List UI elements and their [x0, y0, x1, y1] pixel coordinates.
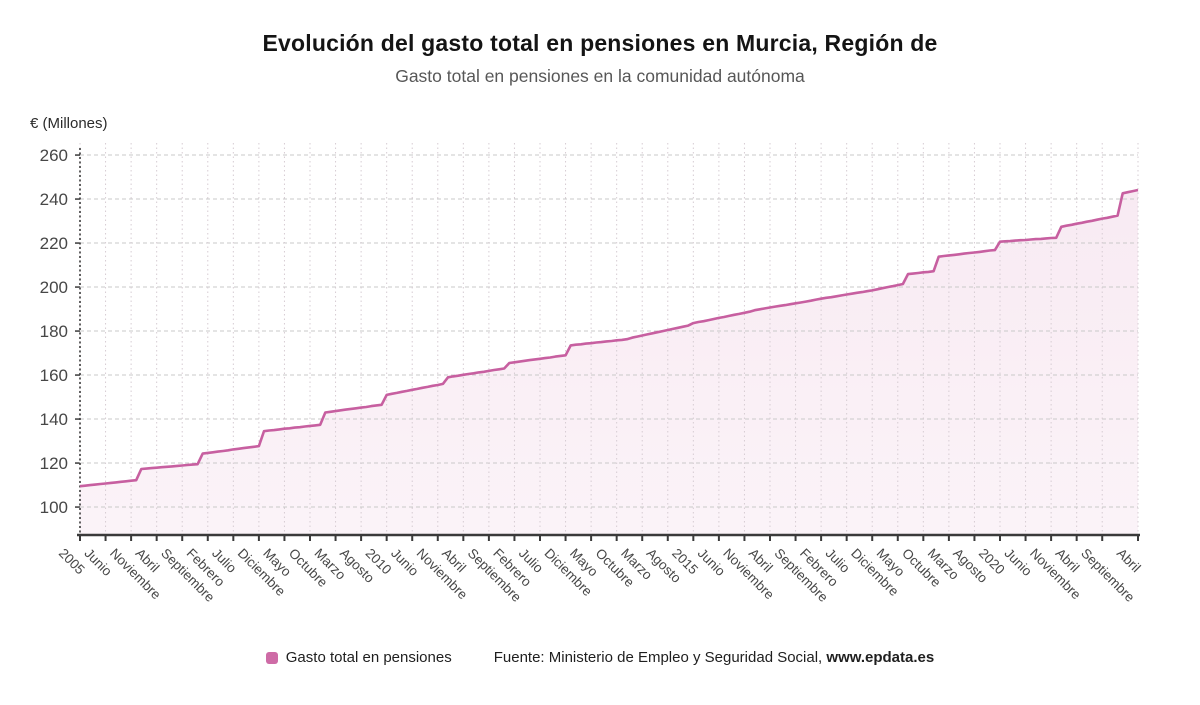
svg-text:200: 200 [40, 278, 68, 297]
svg-text:140: 140 [40, 410, 68, 429]
svg-text:Abril: Abril [1114, 546, 1144, 576]
legend-item-gasto-total[interactable]: Gasto total en pensiones [265, 649, 452, 666]
svg-text:Junio: Junio [388, 546, 421, 579]
source-prefix: Fuente: Ministerio de Empleo y Seguridad… [493, 649, 827, 666]
svg-text:Junio: Junio [81, 546, 114, 579]
source-text: Fuente: Ministerio de Empleo y Seguridad… [494, 649, 935, 666]
svg-text:120: 120 [40, 454, 68, 473]
svg-text:100: 100 [40, 498, 68, 517]
legend-label: Gasto total en pensiones [285, 649, 452, 666]
epdata-link[interactable]: www.epdata.es [826, 649, 935, 666]
svg-text:160: 160 [40, 366, 68, 385]
svg-text:240: 240 [40, 190, 68, 209]
svg-text:180: 180 [40, 322, 68, 341]
pension-spending-area-chart: 1001201401601802002202402602005JunioNovi… [40, 143, 1144, 605]
svg-text:Junio: Junio [1001, 546, 1034, 579]
svg-text:Junio: Junio [695, 546, 728, 579]
legend-swatch [265, 651, 278, 664]
svg-text:260: 260 [40, 146, 68, 165]
svg-text:220: 220 [40, 234, 68, 253]
svg-text:2005: 2005 [56, 546, 88, 578]
chart-subtitle: Gasto total en pensiones en la comunidad… [395, 66, 805, 86]
chart-title: Evolución del gasto total en pensiones e… [262, 30, 938, 56]
chart-footer: Gasto total en pensiones Fuente: Ministe… [0, 649, 1200, 666]
y-axis-unit-label: € (Millones) [30, 115, 108, 132]
